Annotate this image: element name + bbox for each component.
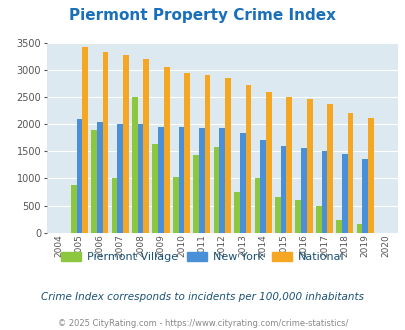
Bar <box>335 220 341 233</box>
Bar <box>198 128 204 233</box>
Bar <box>280 146 286 233</box>
Bar <box>178 127 184 233</box>
Bar <box>239 133 245 233</box>
Bar <box>164 67 169 233</box>
Bar <box>173 177 178 233</box>
Bar <box>274 197 280 233</box>
Bar <box>91 130 97 233</box>
Bar <box>102 51 108 233</box>
Bar <box>295 200 301 233</box>
Bar <box>265 92 271 233</box>
Bar <box>347 113 352 233</box>
Bar <box>234 192 239 233</box>
Bar <box>219 128 225 233</box>
Bar <box>356 224 361 233</box>
Bar <box>341 154 347 233</box>
Text: © 2025 CityRating.com - https://www.cityrating.com/crime-statistics/: © 2025 CityRating.com - https://www.city… <box>58 319 347 328</box>
Bar <box>321 151 326 233</box>
Bar <box>193 155 198 233</box>
Bar <box>326 104 332 233</box>
Bar <box>70 185 76 233</box>
Bar <box>315 206 321 233</box>
Bar <box>97 121 102 233</box>
Text: Piermont Property Crime Index: Piermont Property Crime Index <box>69 8 336 23</box>
Bar <box>204 76 210 233</box>
Bar <box>132 97 137 233</box>
Bar <box>367 118 373 233</box>
Bar <box>111 179 117 233</box>
Bar <box>225 78 230 233</box>
Bar <box>254 179 260 233</box>
Bar <box>184 73 190 233</box>
Bar <box>301 148 306 233</box>
Bar <box>117 124 123 233</box>
Bar <box>137 124 143 233</box>
Bar <box>82 47 88 233</box>
Bar <box>76 119 82 233</box>
Bar <box>260 140 265 233</box>
Bar <box>158 127 164 233</box>
Bar <box>152 144 158 233</box>
Text: Crime Index corresponds to incidents per 100,000 inhabitants: Crime Index corresponds to incidents per… <box>41 292 364 302</box>
Legend: Piermont Village, New York, National: Piermont Village, New York, National <box>57 248 348 267</box>
Bar <box>213 147 219 233</box>
Bar <box>123 55 128 233</box>
Bar <box>306 99 312 233</box>
Bar <box>245 85 251 233</box>
Bar <box>143 59 149 233</box>
Bar <box>361 159 367 233</box>
Bar <box>286 97 291 233</box>
